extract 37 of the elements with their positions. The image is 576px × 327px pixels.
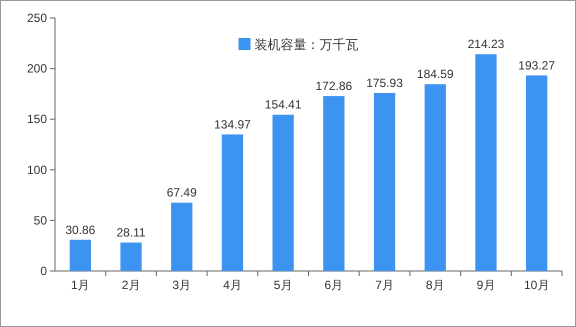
x-tick-label: 9月 [476,278,496,292]
data-label: 214.23 [468,37,505,52]
bar [323,96,344,271]
y-tick-label: 50 [34,213,48,228]
x-tick-label: 2月 [122,278,140,292]
x-tick-label: 4月 [223,278,242,292]
data-label: 67.49 [166,186,198,200]
x-tick-label: 3月 [172,278,192,292]
x-tick-label: 10月 [524,278,550,292]
y-tick-label: 100 [26,162,48,177]
bar [526,75,548,271]
bar [120,242,142,271]
bar [70,240,91,271]
x-tick-label: 6月 [324,278,344,292]
y-tick-label: 250 [26,11,48,25]
bar [374,92,396,271]
data-label: 134.97 [214,117,252,132]
bar [171,202,192,271]
bar [272,114,294,271]
legend-label: 装机容量：万千瓦 [254,37,358,52]
bar [222,134,244,271]
bar [475,54,497,271]
y-tick-label: 150 [26,112,48,126]
data-label: 193.27 [518,58,556,72]
y-tick-label: 0 [40,264,48,278]
data-label: 172.86 [316,79,353,94]
data-label: 28.11 [116,226,146,240]
y-tick-label: 200 [26,62,48,76]
x-tick-label: 5月 [274,278,292,292]
data-label: 184.59 [416,67,454,82]
x-tick-label: 8月 [426,278,445,292]
x-tick-label: 7月 [375,278,394,292]
data-label: 175.93 [366,76,404,90]
data-label: 30.86 [65,222,96,237]
data-label: 154.41 [264,98,302,112]
bar [424,84,446,271]
x-tick-label: 1月 [71,278,90,292]
